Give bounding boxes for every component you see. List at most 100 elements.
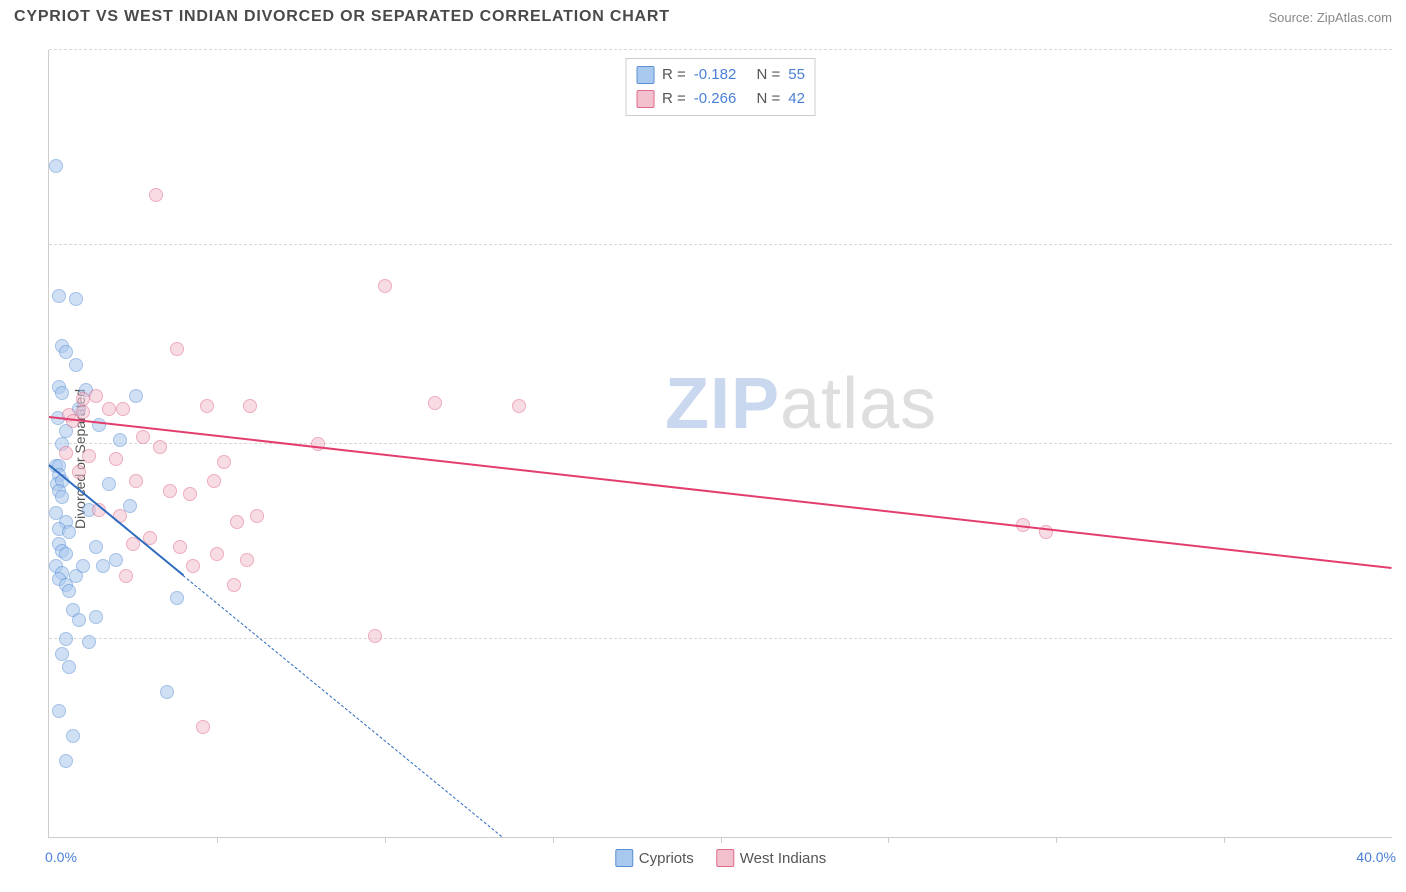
scatter-plot: ZIPatlas R = -0.182 N = 55 R = -0.266 N …: [48, 50, 1392, 838]
x-tick: [217, 837, 218, 843]
data-point-westindians: [170, 342, 184, 356]
data-point-westindians: [136, 430, 150, 444]
n-label: N =: [757, 63, 781, 87]
chart-container: Divorced or Separated ZIPatlas R = -0.18…: [14, 40, 1392, 878]
legend-item-westindians: West Indians: [716, 849, 826, 867]
data-point-westindians: [66, 414, 80, 428]
x-tick: [888, 837, 889, 843]
data-point-westindians: [102, 402, 116, 416]
x-tick: [385, 837, 386, 843]
legend-label-westindians: West Indians: [740, 850, 826, 867]
data-point-cypriots: [59, 754, 73, 768]
data-point-westindians: [116, 402, 130, 416]
watermark: ZIPatlas: [665, 363, 937, 445]
data-point-westindians: [207, 474, 221, 488]
r-label: R =: [662, 63, 686, 87]
data-point-cypriots: [69, 358, 83, 372]
data-point-cypriots: [62, 584, 76, 598]
data-point-cypriots: [89, 610, 103, 624]
data-point-cypriots: [55, 386, 69, 400]
data-point-cypriots: [62, 660, 76, 674]
data-point-westindians: [378, 279, 392, 293]
header: CYPRIOT VS WEST INDIAN DIVORCED OR SEPAR…: [0, 0, 1406, 30]
data-point-westindians: [243, 399, 257, 413]
r-label: R =: [662, 87, 686, 111]
x-axis-min-label: 0.0%: [45, 849, 77, 865]
page-title: CYPRIOT VS WEST INDIAN DIVORCED OR SEPAR…: [14, 8, 670, 26]
x-axis-max-label: 40.0%: [1356, 849, 1396, 865]
legend-item-cypriots: Cypriots: [615, 849, 694, 867]
data-point-westindians: [89, 389, 103, 403]
data-point-westindians: [72, 465, 86, 479]
watermark-zip: ZIP: [665, 364, 780, 444]
data-point-westindians: [196, 720, 210, 734]
data-point-cypriots: [113, 433, 127, 447]
n-value-cypriots: 55: [788, 63, 805, 87]
data-point-westindians: [240, 553, 254, 567]
gridline: [49, 244, 1392, 245]
y-tick-label: 6.3%: [1398, 615, 1406, 631]
data-point-westindians: [119, 569, 133, 583]
data-point-cypriots: [96, 559, 110, 573]
data-point-westindians: [217, 455, 231, 469]
legend-label-cypriots: Cypriots: [639, 850, 694, 867]
x-tick: [553, 837, 554, 843]
legend-row-cypriots: R = -0.182 N = 55: [636, 63, 805, 87]
data-point-cypriots: [72, 613, 86, 627]
data-point-cypriots: [109, 553, 123, 567]
data-point-westindians: [59, 446, 73, 460]
data-point-cypriots: [52, 704, 66, 718]
watermark-atlas: atlas: [780, 364, 937, 444]
swatch-cypriots: [615, 849, 633, 867]
x-tick: [721, 837, 722, 843]
data-point-cypriots: [160, 685, 174, 699]
data-point-cypriots: [76, 559, 90, 573]
data-point-westindians: [173, 540, 187, 554]
trendline-extrapolated: [183, 575, 503, 837]
y-tick-label: 12.5%: [1398, 420, 1406, 436]
n-label: N =: [757, 87, 781, 111]
data-point-cypriots: [129, 389, 143, 403]
data-point-westindians: [512, 399, 526, 413]
data-point-cypriots: [102, 477, 116, 491]
data-point-westindians: [230, 515, 244, 529]
data-point-westindians: [76, 392, 90, 406]
correlation-legend: R = -0.182 N = 55 R = -0.266 N = 42: [625, 58, 816, 116]
data-point-cypriots: [55, 490, 69, 504]
data-point-cypriots: [89, 540, 103, 554]
data-point-cypriots: [62, 525, 76, 539]
data-point-cypriots: [170, 591, 184, 605]
data-point-cypriots: [49, 159, 63, 173]
data-point-westindians: [129, 474, 143, 488]
y-tick-label: 25.0%: [1398, 26, 1406, 42]
data-point-westindians: [368, 629, 382, 643]
legend-row-westindians: R = -0.266 N = 42: [636, 87, 805, 111]
data-point-cypriots: [52, 289, 66, 303]
data-point-westindians: [186, 559, 200, 573]
data-point-cypriots: [66, 729, 80, 743]
trendline: [49, 416, 1392, 569]
x-tick: [1224, 837, 1225, 843]
data-point-cypriots: [59, 345, 73, 359]
source-attribution: Source: ZipAtlas.com: [1268, 10, 1392, 25]
r-value-westindians: -0.266: [694, 87, 737, 111]
swatch-westindians: [636, 90, 654, 108]
x-tick: [1056, 837, 1057, 843]
data-point-westindians: [227, 578, 241, 592]
data-point-cypriots: [82, 635, 96, 649]
data-point-westindians: [149, 188, 163, 202]
gridline: [49, 443, 1392, 444]
n-value-westindians: 42: [788, 87, 805, 111]
data-point-westindians: [153, 440, 167, 454]
gridline: [49, 49, 1392, 50]
swatch-cypriots: [636, 66, 654, 84]
data-point-cypriots: [59, 632, 73, 646]
swatch-westindians: [716, 849, 734, 867]
data-point-westindians: [250, 509, 264, 523]
data-point-westindians: [428, 396, 442, 410]
data-point-westindians: [210, 547, 224, 561]
data-point-cypriots: [92, 418, 106, 432]
gridline: [49, 638, 1392, 639]
data-point-westindians: [200, 399, 214, 413]
r-value-cypriots: -0.182: [694, 63, 737, 87]
